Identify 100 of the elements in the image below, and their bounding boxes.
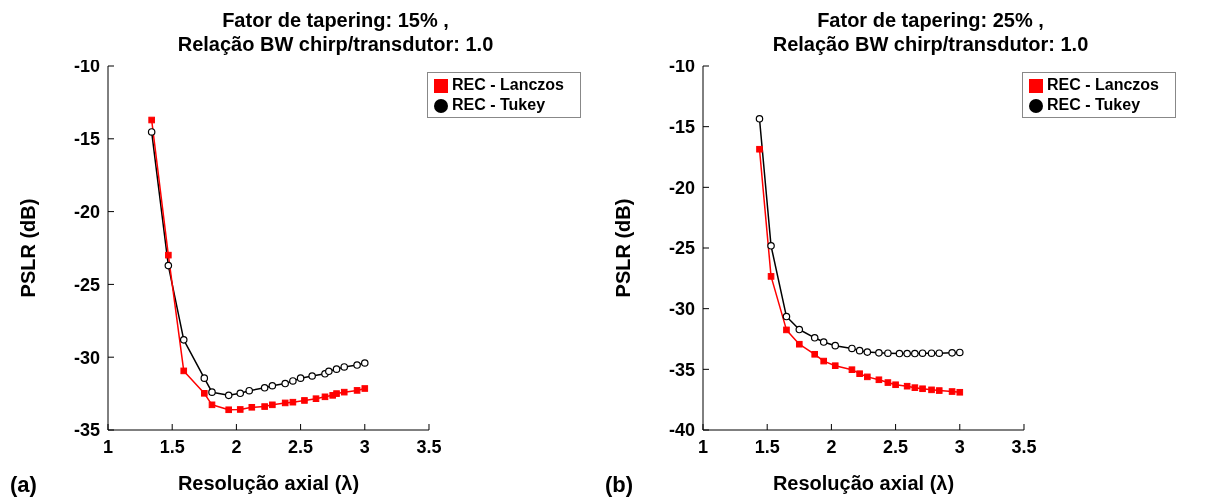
point [147, 128, 156, 136]
x-tick-label: 2 [231, 436, 242, 457]
y-tick-label: -20 [73, 201, 100, 222]
y-tick-label: -10 [73, 56, 100, 77]
point [756, 145, 763, 153]
point [268, 381, 277, 390]
chart-title: Fator de tapering: 25% , Relação BW chirp/transdutor: 1.0 [771, 8, 1090, 56]
legend-label: REC - Lanczos [451, 76, 564, 93]
x-tick-label: 1.5 [159, 436, 185, 457]
point [935, 387, 943, 394]
point [918, 349, 927, 357]
y-tick-label: -35 [73, 420, 100, 441]
point [179, 336, 188, 344]
point [261, 403, 268, 410]
point [810, 333, 819, 342]
point [236, 406, 244, 413]
point [831, 341, 840, 350]
point [269, 401, 276, 409]
x-tick-label: 2.5 [288, 436, 314, 457]
point [225, 406, 232, 414]
point [819, 338, 828, 346]
point [148, 116, 155, 124]
point [783, 326, 790, 334]
point [333, 390, 340, 397]
point [935, 349, 944, 357]
point [224, 391, 233, 400]
legend-label: REC - Tukey [1046, 96, 1141, 113]
legend-label: REC - Tukey [451, 96, 546, 113]
y-tick-label: -10 [668, 56, 695, 77]
point [895, 349, 904, 358]
x-tick-label: 3.5 [416, 436, 442, 457]
point [955, 348, 964, 357]
point [321, 393, 329, 401]
point [848, 344, 856, 353]
x-tick-label: 2 [826, 436, 837, 457]
point [927, 349, 936, 357]
point [340, 388, 348, 396]
point [281, 399, 289, 407]
x-tick-label: 2.5 [883, 436, 909, 457]
point [767, 273, 775, 280]
point [948, 349, 956, 357]
point [260, 383, 269, 392]
point [208, 401, 216, 409]
point [236, 389, 245, 398]
text: (a) [10, 472, 37, 498]
point [875, 349, 883, 357]
point [361, 385, 369, 392]
x-tick-label: 3 [359, 436, 370, 457]
point [811, 350, 818, 358]
point [296, 374, 305, 382]
x-axis-title: Resolução axial (λ) [772, 472, 955, 494]
point [353, 361, 361, 369]
point [332, 365, 341, 373]
y-tick-label: -25 [73, 274, 100, 295]
x-tick-label: 1 [697, 436, 709, 457]
y-tick-label: -20 [668, 177, 695, 198]
point [796, 340, 803, 348]
x-tick-label: 3.5 [1011, 436, 1037, 457]
point [289, 398, 297, 406]
point [884, 379, 892, 386]
y-tick-label: -35 [668, 359, 695, 380]
y-tick-label: -30 [668, 299, 695, 320]
point [928, 386, 935, 394]
point [903, 382, 911, 390]
x-tick-label: 1.5 [754, 436, 780, 457]
point [848, 366, 856, 373]
point [180, 367, 188, 375]
y-tick-label: -15 [73, 129, 100, 150]
y-tick-label: -25 [668, 238, 695, 259]
y-tick-label: -30 [73, 347, 100, 368]
point [864, 373, 871, 381]
point [301, 397, 308, 404]
point [903, 349, 911, 358]
y-tick-label: -15 [668, 117, 695, 138]
point [201, 390, 208, 397]
x-tick-label: 1 [102, 436, 114, 457]
point [795, 325, 804, 334]
y-tick-label: -40 [668, 420, 695, 441]
point [767, 242, 775, 250]
point [911, 384, 919, 391]
point [245, 386, 254, 395]
point [200, 374, 209, 382]
point [892, 381, 899, 389]
chart-title: Fator de tapering: 15% , Relação BW chirp/transdutor: 1.0 [176, 8, 495, 56]
text: (b) [605, 472, 634, 498]
point [956, 388, 964, 396]
point [911, 349, 919, 358]
point [863, 348, 872, 356]
point [884, 349, 892, 357]
x-tick-label: 3 [954, 436, 965, 457]
point [782, 312, 791, 321]
point [755, 114, 764, 123]
point [856, 370, 863, 377]
point [312, 395, 320, 402]
point [248, 403, 256, 411]
y-axis-title: PSLR (dB) [17, 198, 40, 298]
point [289, 377, 297, 385]
point [855, 346, 864, 355]
point [281, 379, 289, 388]
point [164, 261, 173, 270]
